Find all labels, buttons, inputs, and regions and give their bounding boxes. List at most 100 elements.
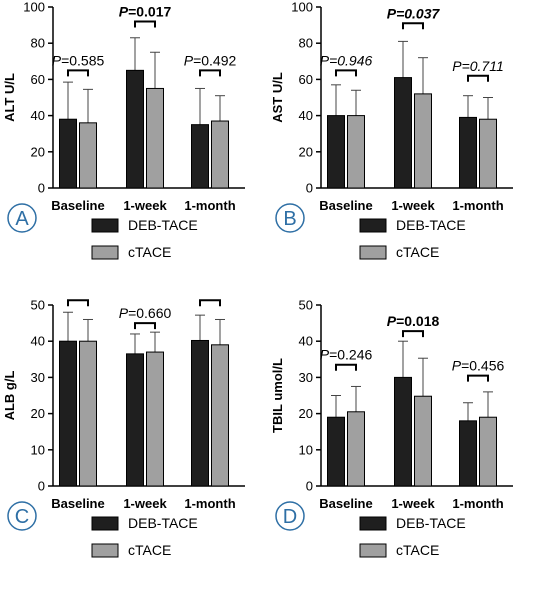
- p-value-number: =0.037: [396, 5, 440, 21]
- x-tick-label: 1-week: [123, 496, 167, 511]
- significance-bracket: [467, 374, 489, 382]
- panel-letter-circle: [7, 203, 37, 233]
- y-tick-label: 80: [31, 36, 45, 51]
- p-value-symbol: P: [452, 358, 462, 374]
- p-value-label: P=0.492: [184, 52, 237, 68]
- p-value-number: =0.946: [329, 52, 372, 68]
- bar-deb-tace: [459, 420, 477, 487]
- bar-ctace: [79, 340, 97, 487]
- p-value-label: P=0.585: [52, 52, 105, 68]
- bar-ctace: [211, 120, 229, 189]
- p-value-number: =0.660: [128, 305, 171, 321]
- y-tick-label: 60: [299, 72, 313, 87]
- y-tick-label: 20: [31, 144, 45, 159]
- significance-bracket: [67, 69, 89, 77]
- y-tick-label: 0: [38, 181, 45, 196]
- legend-label-deb-tace: DEB-TACE: [396, 217, 466, 233]
- bar-deb-tace: [59, 340, 77, 487]
- legend-swatch-ctace: [91, 245, 119, 260]
- chart-svg: 0 20 40 60 80 100 ALT U/L Baseline 1-week 1-month…: [2, 0, 245, 260]
- bar-deb-tace: [394, 77, 412, 189]
- x-tick-label: 1-week: [391, 198, 435, 213]
- y-tick-label: 50: [299, 298, 313, 313]
- x-tick-label: 1-month: [184, 198, 235, 213]
- p-value-number: =0.585: [61, 52, 104, 68]
- p-value-label: P=0.037: [387, 5, 441, 21]
- y-tick-label: 40: [299, 108, 313, 123]
- x-tick-label: 1-month: [184, 496, 235, 511]
- legend-swatch-ctace: [359, 543, 387, 558]
- bar-ctace: [79, 122, 97, 189]
- p-value-number: =0.246: [329, 347, 372, 363]
- legend-swatch-deb-tace: [91, 516, 119, 531]
- significance-bracket: [134, 20, 156, 28]
- legend-label-ctace: cTACE: [128, 244, 171, 260]
- legend-swatch-deb-tace: [359, 516, 387, 531]
- y-tick-label: 20: [299, 144, 313, 159]
- p-value-symbol: P: [387, 313, 397, 329]
- significance-bracket: [199, 69, 221, 77]
- y-tick-label: 10: [299, 442, 313, 457]
- y-axis-label: ALT U/L: [2, 73, 17, 122]
- legend-label-ctace: cTACE: [128, 542, 171, 558]
- panel-letter: D: [283, 506, 297, 528]
- p-value-label: P=0.017: [119, 3, 172, 19]
- panel-a: 0 20 40 60 80 100 ALT U/L Baseline 1-week 1-month…: [0, 0, 267, 298]
- bar-ctace: [146, 351, 164, 487]
- panel-letter: C: [15, 506, 29, 528]
- legend-swatch-ctace: [359, 245, 387, 260]
- bar-ctace: [347, 411, 365, 487]
- p-value-label: P=0.456: [452, 358, 505, 374]
- bar-deb-tace: [191, 339, 209, 487]
- p-value-symbol: P: [320, 52, 330, 68]
- panel-letter-circle: [275, 203, 305, 233]
- y-tick-label: 50: [31, 298, 45, 313]
- bar-deb-tace: [394, 376, 412, 487]
- chart-svg: 0 10 20 30 40 50 ALB g/L Baseline 1-week 1-month P…: [2, 298, 245, 558]
- legend-swatch-deb-tace: [91, 218, 119, 233]
- x-tick-label: Baseline: [319, 198, 372, 213]
- legend-label-deb-tace: DEB-TACE: [128, 515, 198, 531]
- legend-swatch-ctace: [91, 543, 119, 558]
- p-value-symbol: P: [320, 347, 330, 363]
- y-tick-label: 0: [306, 479, 313, 494]
- y-tick-label: 100: [291, 0, 313, 15]
- significance-bracket: [199, 299, 221, 307]
- bar-deb-tace: [327, 416, 345, 487]
- bar-ctace: [211, 344, 229, 487]
- legend-label-ctace: cTACE: [396, 542, 439, 558]
- bar-deb-tace: [59, 118, 77, 189]
- x-tick-label: Baseline: [51, 496, 104, 511]
- bar-ctace: [479, 416, 497, 487]
- bar-deb-tace: [327, 115, 345, 189]
- y-axis-label: ALB g/L: [2, 371, 17, 421]
- p-value-number: =0.018: [396, 313, 439, 329]
- y-tick-label: 30: [31, 370, 45, 385]
- legend-label-deb-tace: DEB-TACE: [128, 217, 198, 233]
- y-tick-label: 40: [31, 108, 45, 123]
- bar-ctace: [146, 87, 164, 189]
- panel-d: 0 10 20 30 40 50 TBIL umol/L Baseline 1-week 1-mo…: [268, 298, 535, 596]
- bar-deb-tace: [126, 69, 144, 189]
- significance-bracket: [67, 299, 89, 307]
- p-value-number: =0.456: [461, 358, 504, 374]
- x-tick-label: 1-week: [123, 198, 167, 213]
- y-tick-label: 0: [38, 479, 45, 494]
- p-value-symbol: P: [452, 58, 462, 74]
- bar-deb-tace: [126, 353, 144, 487]
- panel-c: 0 10 20 30 40 50 ALB g/L Baseline 1-week 1-month P…: [0, 298, 267, 596]
- x-tick-label: 1-month: [452, 496, 503, 511]
- panel-letter: B: [283, 208, 296, 230]
- p-value-number: =0.017: [128, 3, 171, 19]
- y-tick-label: 80: [299, 36, 313, 51]
- significance-bracket: [402, 22, 424, 30]
- chart-svg: 0 20 40 60 80 100 AST U/L Baseline 1-week 1-month…: [270, 0, 513, 260]
- bar-deb-tace: [191, 124, 209, 189]
- chart-svg: 0 10 20 30 40 50 TBIL umol/L Baseline 1-week 1-mo…: [270, 298, 513, 558]
- p-value-number: =0.711: [462, 58, 504, 74]
- x-tick-label: Baseline: [319, 496, 372, 511]
- p-value-symbol: P: [184, 52, 194, 68]
- p-value-symbol: P: [119, 305, 129, 321]
- y-axis-label: AST U/L: [270, 72, 285, 123]
- y-tick-label: 20: [31, 406, 45, 421]
